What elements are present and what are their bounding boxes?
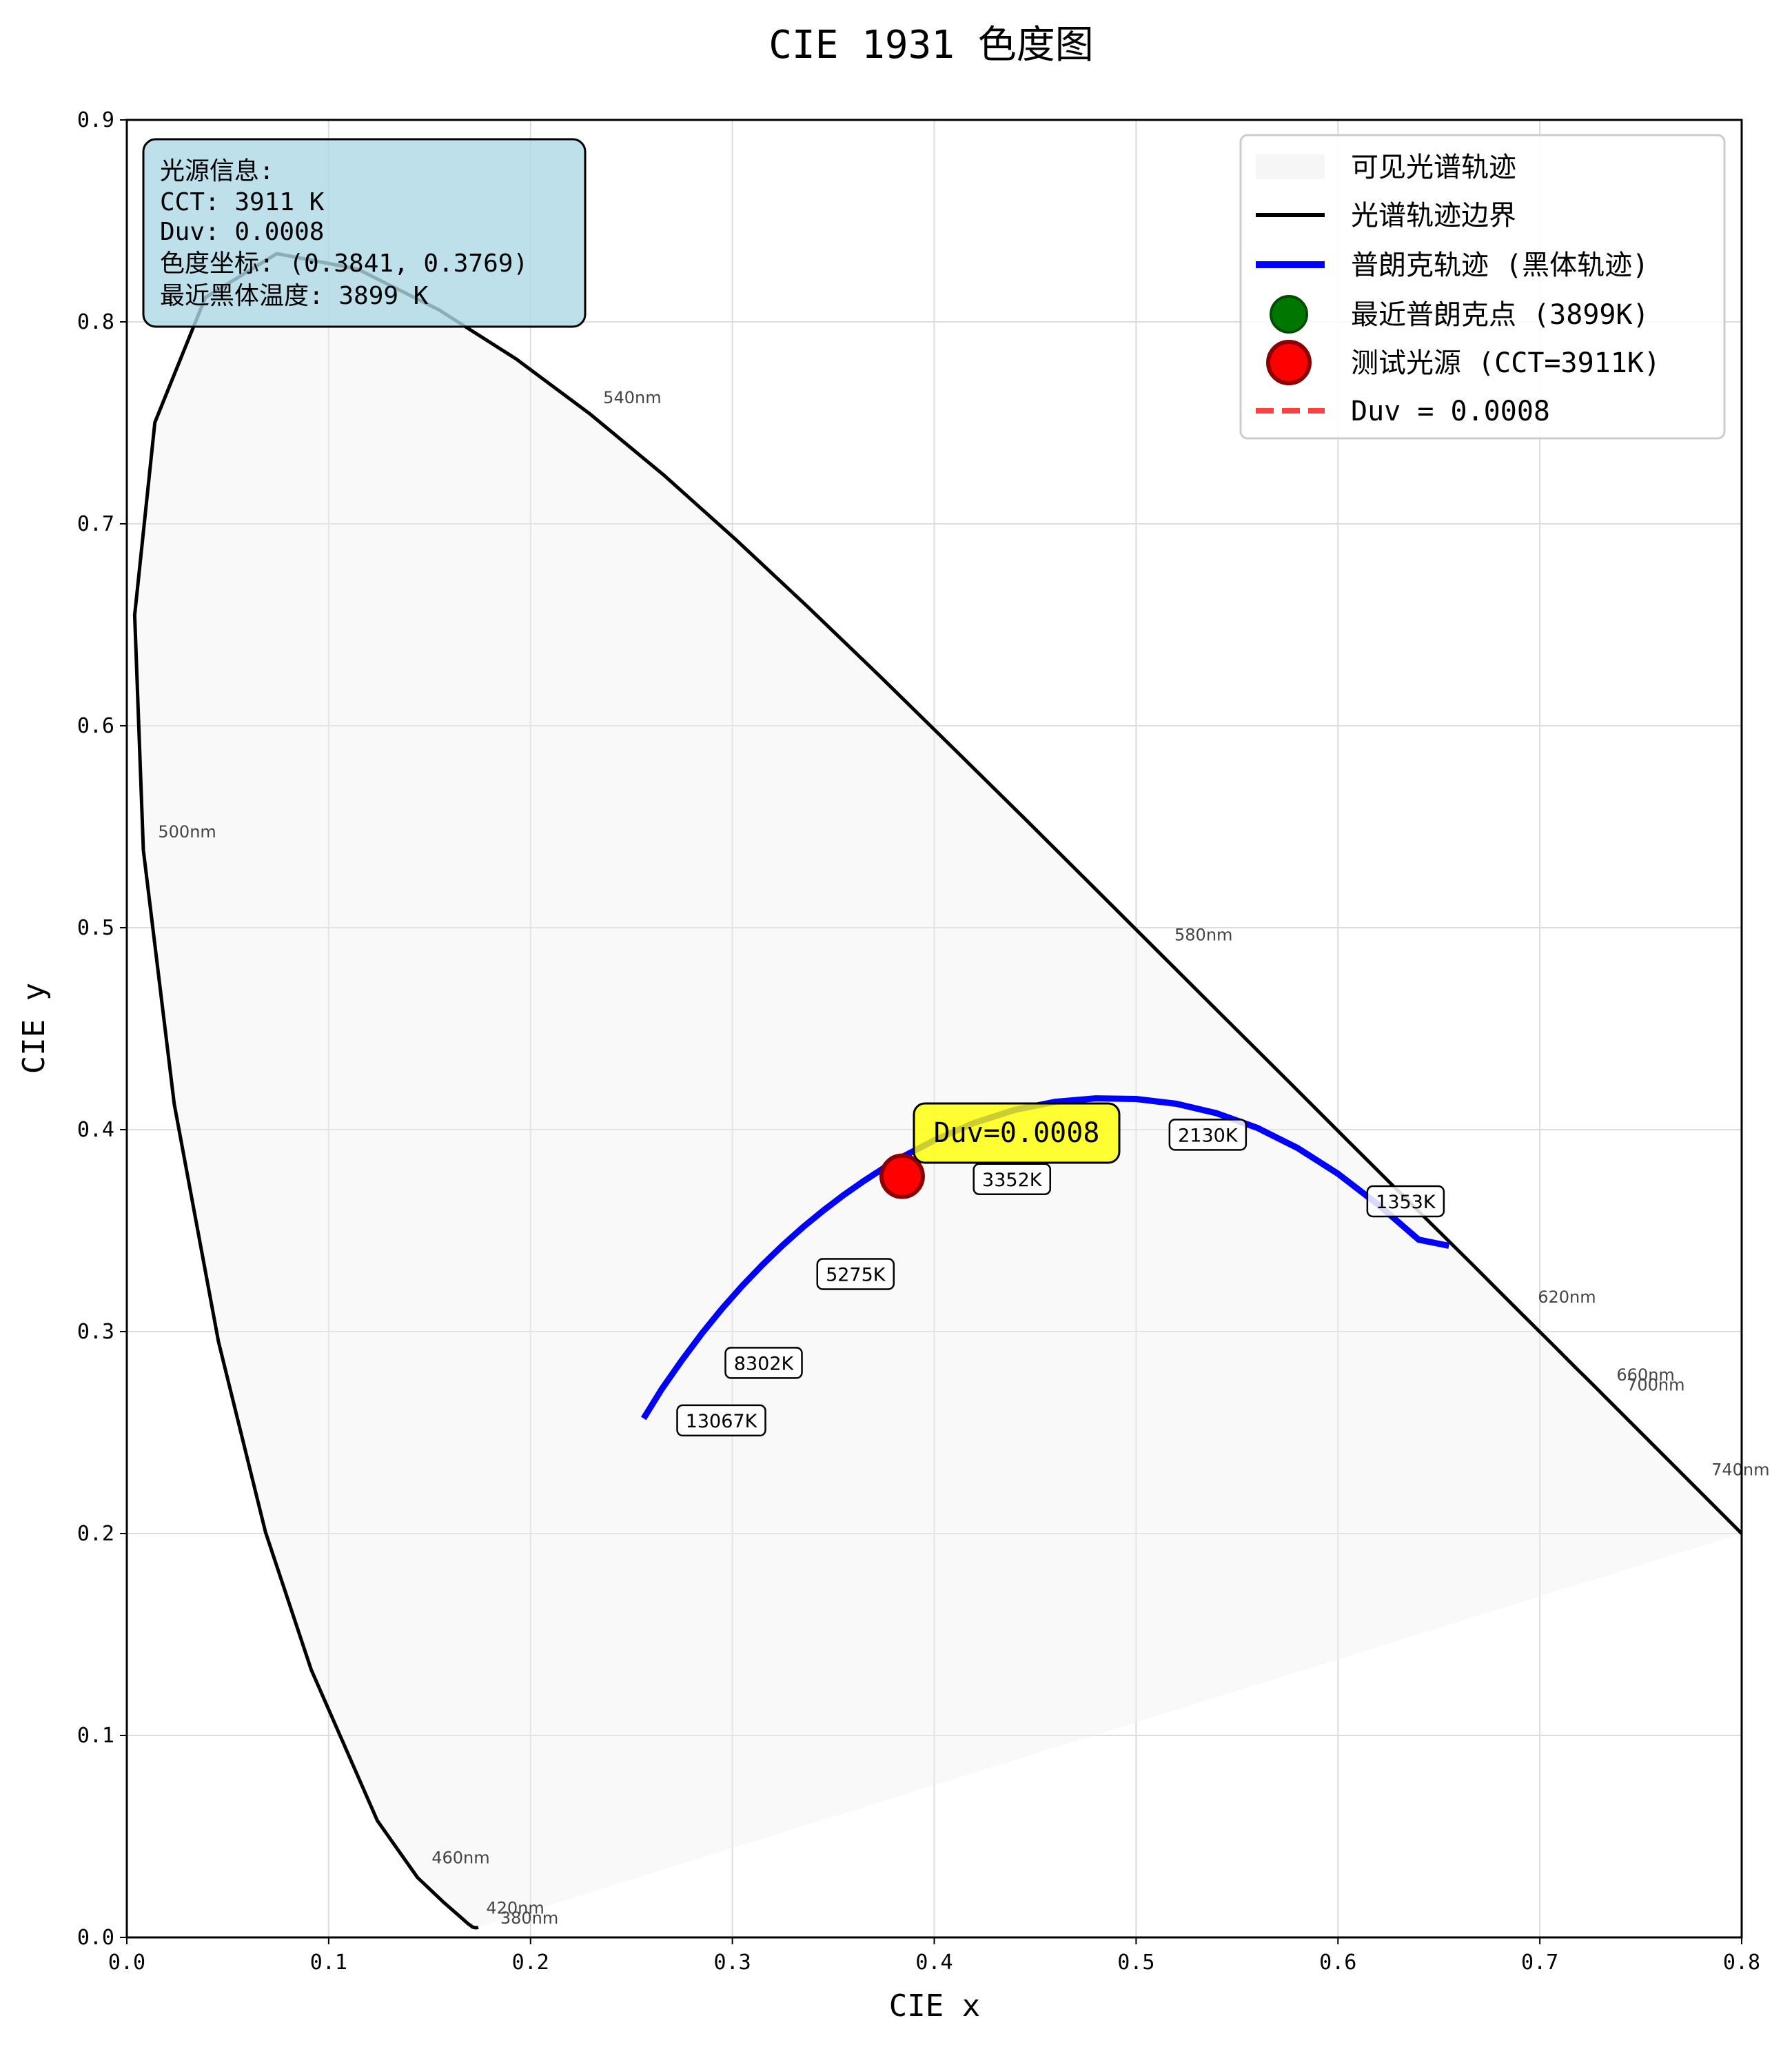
legend-label-test: 测试光源 (CCT=3911K)	[1351, 347, 1660, 379]
info-line-coords: 色度坐标: (0.3841, 0.3769)	[160, 249, 528, 278]
legend-swatch-fill	[1256, 154, 1325, 179]
legend-label-planck: 普朗克轨迹 (黑体轨迹)	[1351, 249, 1649, 281]
x-tick-label: 0.8	[1723, 1951, 1760, 1975]
x-tick-label: 0.5	[1117, 1951, 1154, 1975]
duv-annotation: Duv=0.0008	[914, 1103, 1119, 1163]
duv-annotation-text: Duv=0.0008	[934, 1117, 1100, 1149]
cct-label: 8302K	[734, 1353, 795, 1374]
legend: 可见光谱轨迹 光谱轨迹边界 普朗克轨迹 (黑体轨迹) 最近普朗克点 (3899K…	[1241, 135, 1724, 438]
y-axis-title: CIE y	[17, 983, 52, 1074]
wavelength-label: 620nm	[1538, 1287, 1596, 1307]
wavelength-label: 540nm	[603, 388, 661, 407]
y-tick-label: 0.4	[77, 1118, 114, 1142]
info-line-duv: Duv: 0.0008	[160, 218, 324, 246]
info-line-title: 光源信息:	[160, 157, 274, 185]
legend-swatch-nearest	[1271, 296, 1307, 332]
test-light-source-point	[882, 1156, 923, 1197]
y-tick-label: 0.7	[77, 512, 114, 536]
y-tick-label: 0.0	[77, 1926, 114, 1950]
wavelength-label: 500nm	[158, 822, 216, 842]
x-tick-label: 0.1	[310, 1951, 347, 1975]
x-tick-label: 0.4	[915, 1951, 953, 1975]
y-tick-label: 0.2	[77, 1522, 114, 1546]
cct-label: 5275K	[826, 1264, 886, 1285]
y-tick-label: 0.3	[77, 1320, 114, 1344]
wavelength-label: 460nm	[431, 1848, 489, 1867]
x-tick-label: 0.2	[512, 1951, 549, 1975]
cct-label: 1353K	[1376, 1192, 1436, 1213]
wavelength-label: 700nm	[1627, 1376, 1684, 1395]
legend-label-nearest: 最近普朗克点 (3899K)	[1351, 299, 1649, 331]
legend-label-fill: 可见光谱轨迹	[1351, 152, 1516, 183]
y-tick-label: 0.5	[77, 916, 114, 940]
chart-title: CIE 1931 色度图	[768, 23, 1093, 68]
wavelength-label: 420nm	[486, 1899, 544, 1918]
y-tick-label: 0.9	[77, 108, 114, 132]
x-tick-label: 0.7	[1521, 1951, 1558, 1975]
x-axis-title: CIE x	[889, 1988, 980, 2024]
y-tick-label: 0.6	[77, 714, 114, 738]
x-tick-label: 0.6	[1319, 1951, 1356, 1975]
x-tick-label: 0.0	[108, 1951, 145, 1975]
y-tick-label: 0.8	[77, 310, 114, 334]
x-tick-label: 0.3	[714, 1951, 751, 1975]
wavelength-label: 740nm	[1711, 1460, 1769, 1480]
info-box: 光源信息: CCT: 3911 K Duv: 0.0008 色度坐标: (0.3…	[143, 139, 585, 327]
cct-label: 3352K	[982, 1170, 1043, 1191]
info-line-nearest-temp: 最近黑体温度: 3899 K	[160, 282, 429, 310]
cct-label: 2130K	[1178, 1125, 1239, 1146]
cct-label: 13067K	[686, 1411, 758, 1432]
legend-swatch-test	[1268, 342, 1310, 383]
info-line-cct: CCT: 3911 K	[160, 188, 325, 216]
legend-label-duv: Duv = 0.0008	[1351, 396, 1550, 427]
wavelength-label: 580nm	[1174, 925, 1232, 944]
legend-label-boundary: 光谱轨迹边界	[1351, 200, 1516, 232]
y-tick-label: 0.1	[77, 1724, 114, 1748]
